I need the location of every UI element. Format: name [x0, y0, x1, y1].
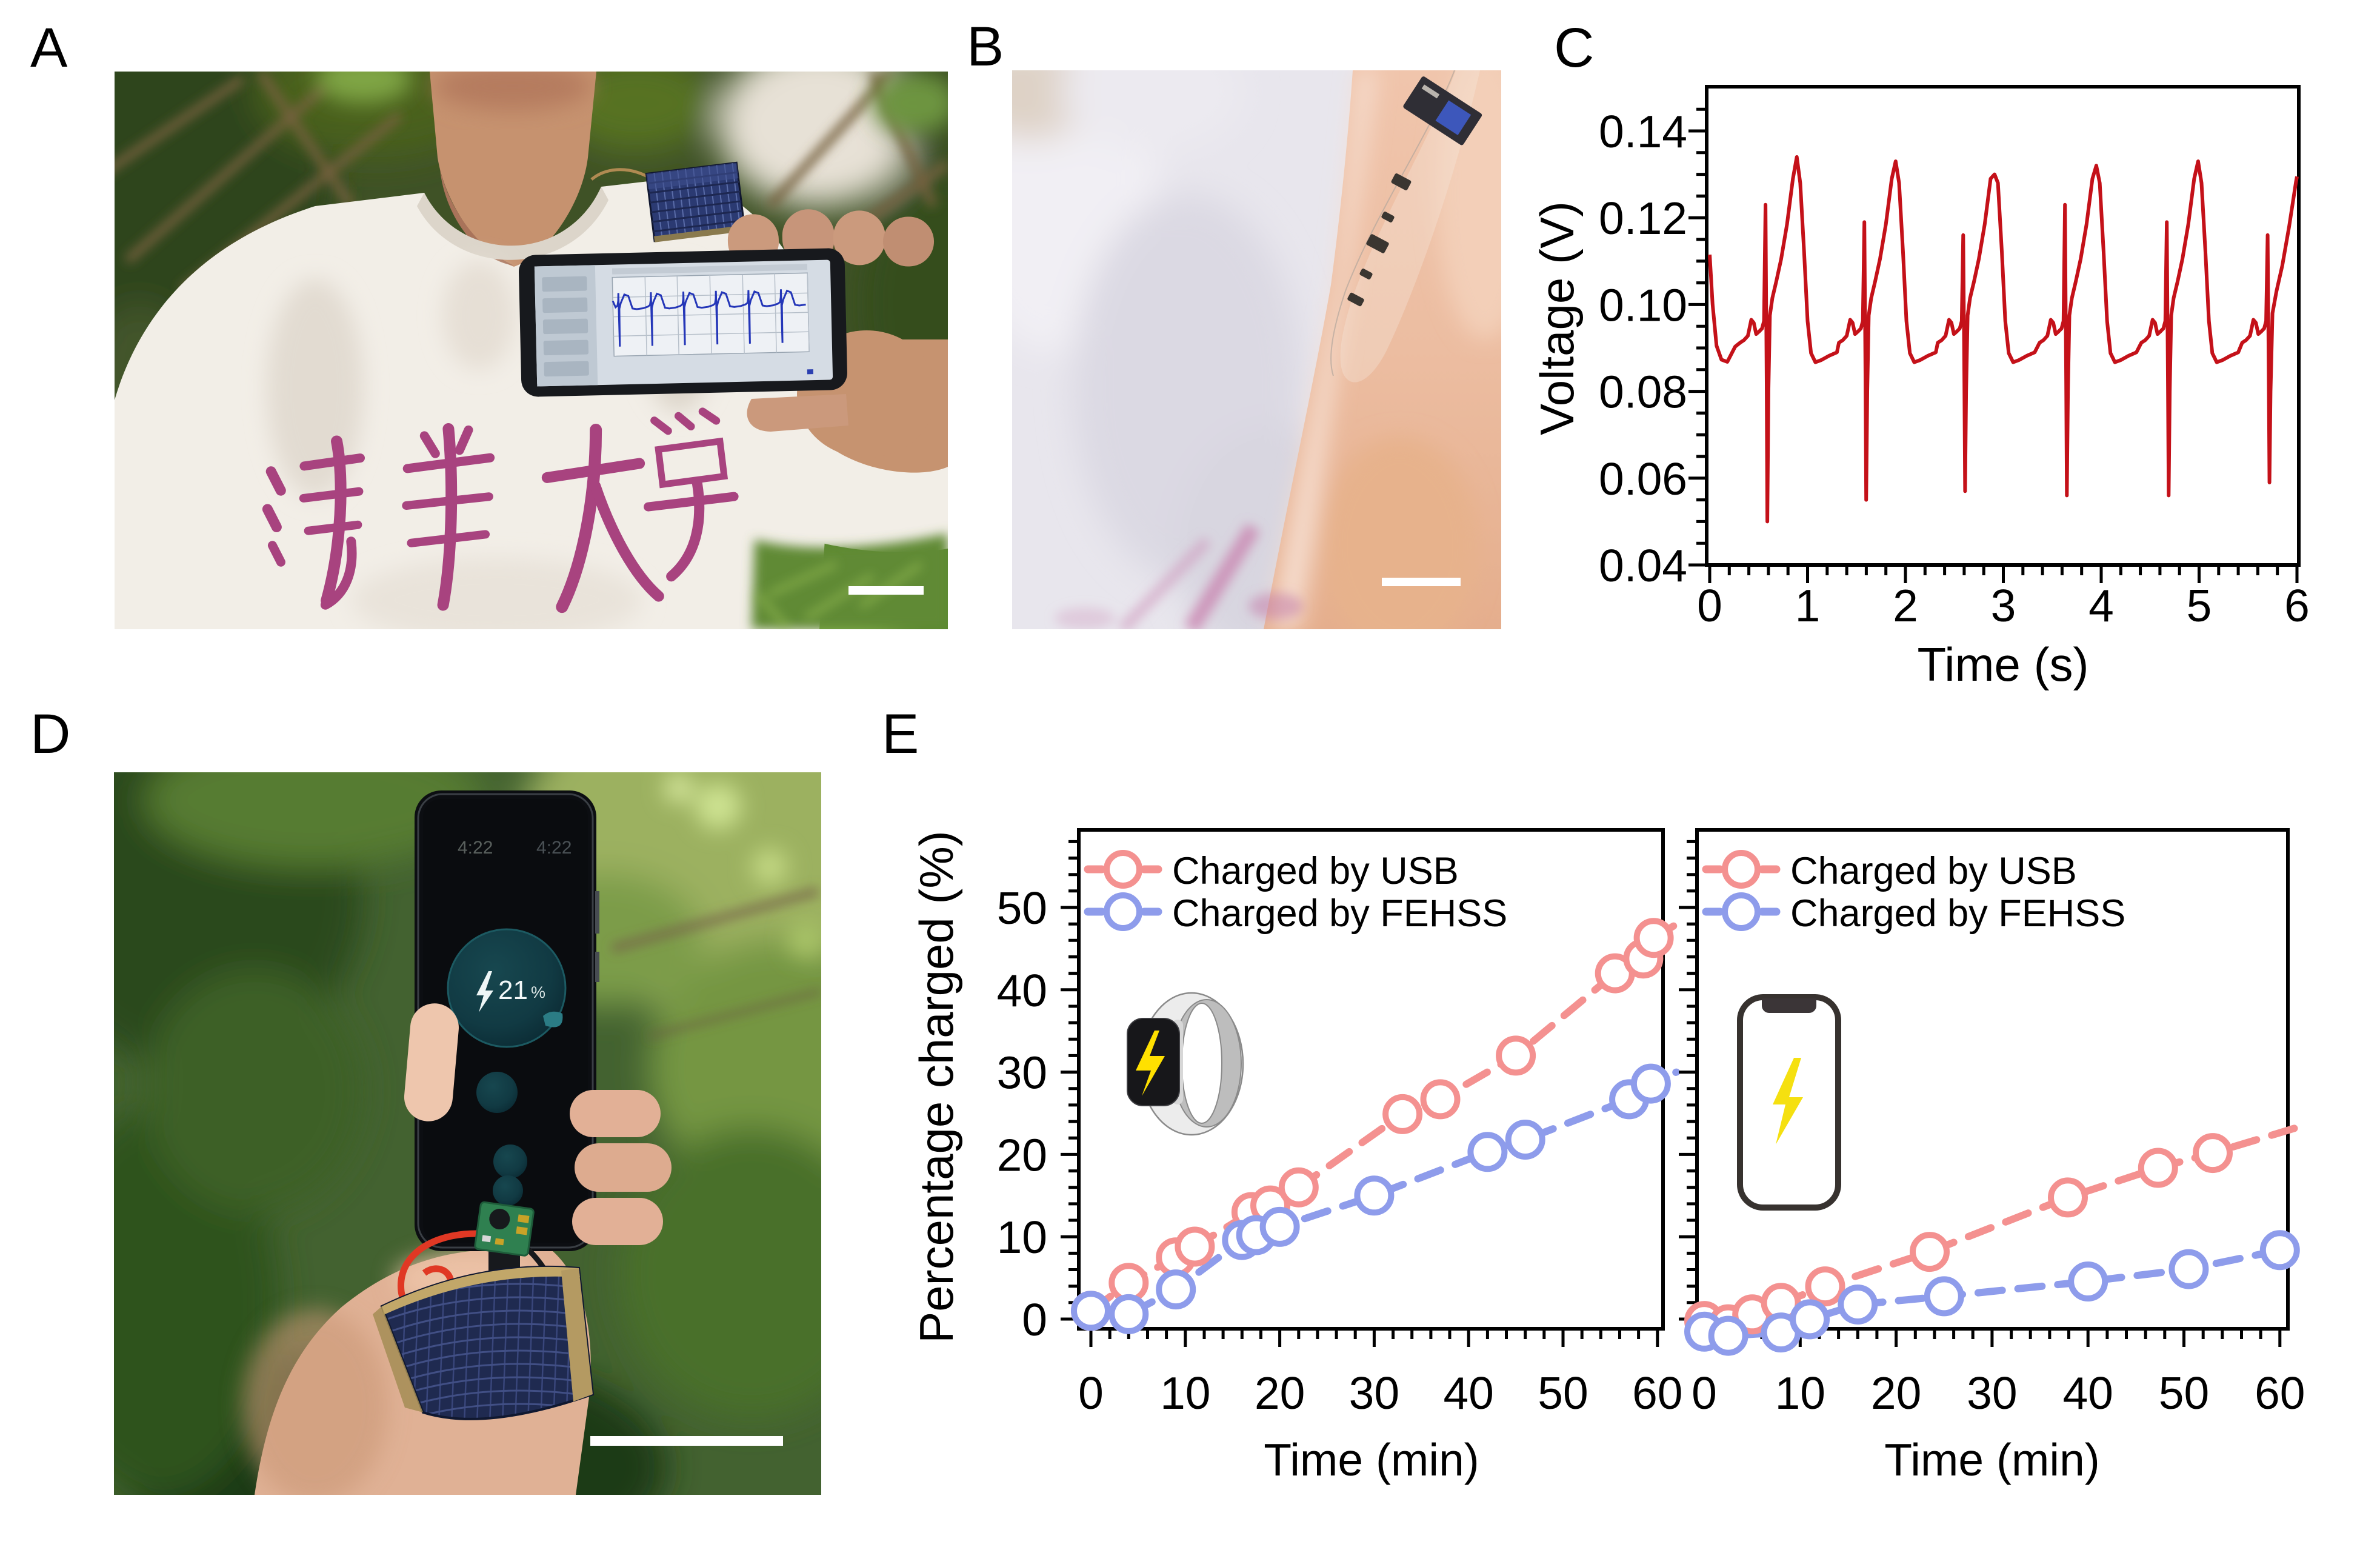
svg-text:0.08: 0.08: [1599, 367, 1687, 418]
svg-text:Charged by USB: Charged by USB: [1172, 850, 1459, 892]
svg-text:10: 10: [1775, 1368, 1825, 1418]
svg-text:0: 0: [1697, 580, 1722, 631]
svg-text:50: 50: [1538, 1368, 1588, 1418]
svg-text:0.04: 0.04: [1599, 540, 1687, 591]
svg-text:D: D: [30, 703, 70, 765]
svg-text:60: 60: [2255, 1368, 2305, 1418]
svg-text:E: E: [882, 703, 919, 765]
svg-text:10: 10: [997, 1212, 1047, 1263]
svg-text:0: 0: [1692, 1368, 1717, 1418]
svg-text:4:22: 4:22: [536, 838, 572, 858]
svg-text:3: 3: [1991, 580, 2016, 631]
svg-text:C: C: [1554, 17, 1594, 79]
svg-text:40: 40: [2062, 1368, 2113, 1418]
svg-text:2: 2: [1893, 580, 1918, 631]
svg-text:50: 50: [997, 883, 1047, 934]
svg-text:40: 40: [997, 965, 1047, 1016]
svg-text:6: 6: [2284, 580, 2310, 631]
svg-text:0.06: 0.06: [1599, 453, 1687, 504]
svg-text:0.12: 0.12: [1599, 193, 1687, 244]
svg-text:Time (min): Time (min): [1264, 1434, 1479, 1485]
svg-text:50: 50: [2159, 1368, 2209, 1418]
svg-text:0.10: 0.10: [1599, 279, 1687, 330]
svg-text:20: 20: [1871, 1368, 1921, 1418]
svg-text:20: 20: [997, 1129, 1047, 1180]
svg-text:0.14: 0.14: [1599, 106, 1687, 157]
svg-text:30: 30: [1967, 1368, 2017, 1418]
svg-text:%: %: [531, 983, 545, 1001]
svg-text:Charged by USB: Charged by USB: [1790, 850, 2077, 892]
svg-text:Charged by FEHSS: Charged by FEHSS: [1790, 892, 2125, 935]
svg-text:30: 30: [1349, 1368, 1399, 1418]
svg-text:A: A: [30, 17, 68, 79]
svg-text:Voltage (V): Voltage (V): [1530, 201, 1584, 435]
svg-text:40: 40: [1443, 1368, 1493, 1418]
svg-text:Charged by FEHSS: Charged by FEHSS: [1172, 892, 1507, 935]
svg-text:21: 21: [498, 975, 528, 1005]
svg-text:0: 0: [1078, 1368, 1104, 1418]
svg-text:B: B: [967, 16, 1004, 78]
svg-text:4: 4: [2088, 580, 2114, 631]
svg-text:60: 60: [1632, 1368, 1682, 1418]
svg-text:0: 0: [1022, 1294, 1047, 1345]
svg-text:5: 5: [2187, 580, 2212, 631]
svg-text:10: 10: [1160, 1368, 1210, 1418]
svg-text:Time (min): Time (min): [1884, 1434, 2100, 1485]
svg-text:30: 30: [997, 1047, 1047, 1098]
svg-text:Percentage charged (%): Percentage charged (%): [910, 830, 963, 1343]
svg-text:Time (s): Time (s): [1917, 638, 2088, 691]
svg-text:4:22: 4:22: [458, 838, 493, 858]
svg-text:1: 1: [1795, 580, 1821, 631]
svg-text:20: 20: [1255, 1368, 1305, 1418]
